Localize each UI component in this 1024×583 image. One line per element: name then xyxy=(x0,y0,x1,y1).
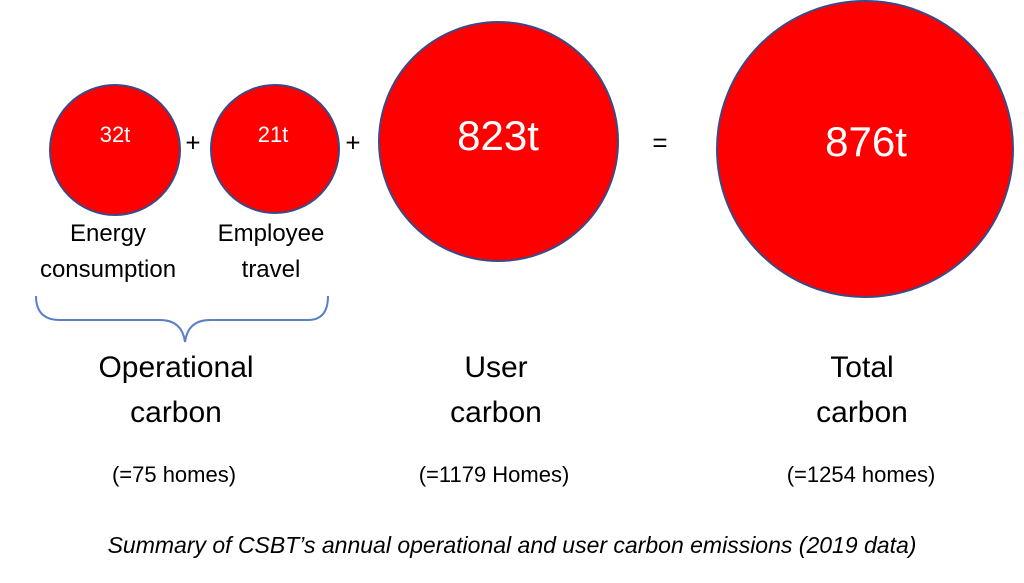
total-carbon-value: 876t xyxy=(825,118,907,165)
operational-homes: (=75 homes) xyxy=(111,462,237,487)
caption: Summary of CSBT’s annual operational and… xyxy=(107,532,917,558)
plus-operator-2: + xyxy=(345,127,361,158)
energy-label-line2: consumption xyxy=(39,256,177,283)
total-homes: (=1254 homes) xyxy=(786,462,936,487)
user-line2: carbon xyxy=(450,396,542,429)
operational-line2: carbon xyxy=(130,396,222,429)
employee-travel-label: Employee travel xyxy=(218,216,325,288)
total-line2: carbon xyxy=(816,396,908,429)
user-homes: (=1179 Homes) xyxy=(418,462,570,487)
employee-travel-circle xyxy=(210,84,340,214)
total-carbon-circle xyxy=(716,0,1014,298)
travel-label-line2: travel xyxy=(241,256,301,283)
user-line1: User xyxy=(464,351,528,384)
user-carbon-label: User carbon xyxy=(450,345,542,435)
energy-consumption-circle xyxy=(49,84,181,216)
energy-label-line1: Energy xyxy=(69,220,147,247)
operational-carbon-label: Operational carbon xyxy=(98,345,253,435)
equals-operator: = xyxy=(652,127,668,158)
employee-travel-value: 21t xyxy=(257,122,289,147)
operational-line1: Operational xyxy=(98,351,254,384)
energy-consumption-value: 32t xyxy=(99,122,131,147)
total-carbon-label: Total carbon xyxy=(816,345,908,435)
operational-brace xyxy=(35,295,329,343)
user-carbon-value: 823t xyxy=(457,112,539,159)
plus-operator-1: + xyxy=(185,127,201,158)
total-line1: Total xyxy=(830,351,894,384)
energy-consumption-label: Energy consumption xyxy=(40,216,176,288)
travel-label-line1: Employee xyxy=(217,220,325,247)
user-carbon-circle xyxy=(378,21,619,262)
